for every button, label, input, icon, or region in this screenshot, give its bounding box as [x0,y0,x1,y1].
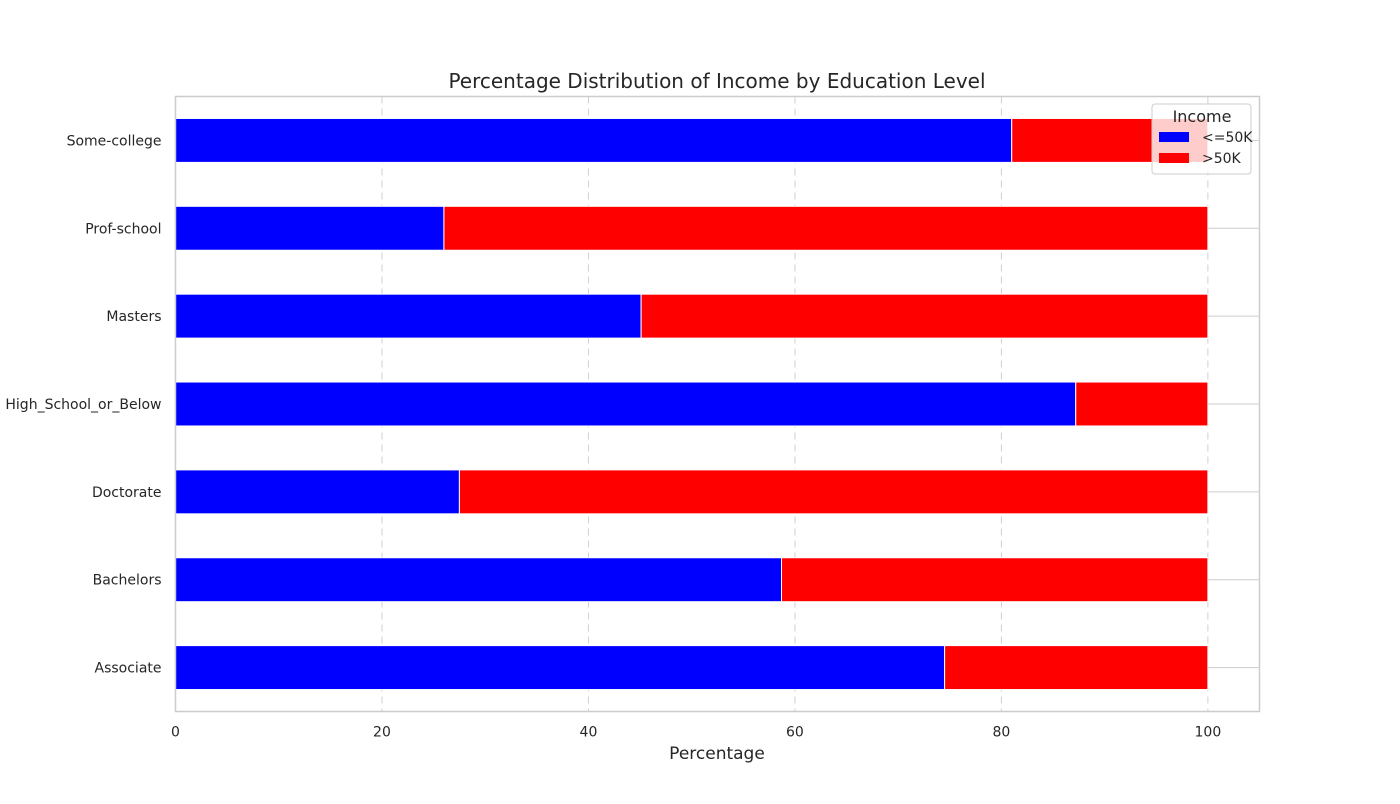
bar-segment [175,469,460,515]
bar-segment [175,645,946,691]
bar-segment [175,381,1077,427]
x-tick-label: 40 [580,725,598,741]
x-tick-label: 100 [1195,725,1222,741]
legend-label: >50K [1202,151,1242,167]
legend: Income <=50K >50K [1151,103,1253,175]
x-tick-label: 0 [171,725,180,741]
x-tick-label: 60 [786,725,804,741]
bar-segment [175,557,783,603]
bar-segment [1075,381,1209,427]
x-axis-label: Percentage [669,744,765,764]
bar-segment [640,293,1209,339]
y-tick-label: High_School_or_Below [5,397,161,413]
y-tick-label: Doctorate [92,485,162,501]
bar-segment [781,557,1209,603]
y-tick-label: Some-college [67,133,162,149]
bar-segment [944,645,1209,691]
bar-segment [458,469,1209,515]
bar-segment [175,205,445,251]
legend-swatch [1159,153,1189,163]
bar-segment [175,117,1013,163]
x-tick-label: 80 [992,725,1010,741]
legend-swatch [1159,132,1189,142]
bar-segment [175,293,642,339]
y-axis-ticks: Associate Bachelors Doctorate High_School_o… [5,133,1260,677]
y-tick-label: Masters [106,309,161,325]
y-tick-label: Associate [95,661,162,677]
bars [175,117,1209,691]
chart-title: Percentage Distribution of Income by Edu… [448,69,985,93]
legend-label: <=50K [1202,130,1253,146]
bar-segment [443,205,1209,251]
legend-title: Income [1173,107,1232,126]
x-tick-label: 20 [373,725,391,741]
y-tick-label: Prof-school [85,221,161,237]
legend-items: <=50K >50K [1159,130,1253,167]
y-tick-label: Bachelors [93,573,162,589]
x-axis-ticks: 0 20 40 60 80 100 [171,725,1221,741]
